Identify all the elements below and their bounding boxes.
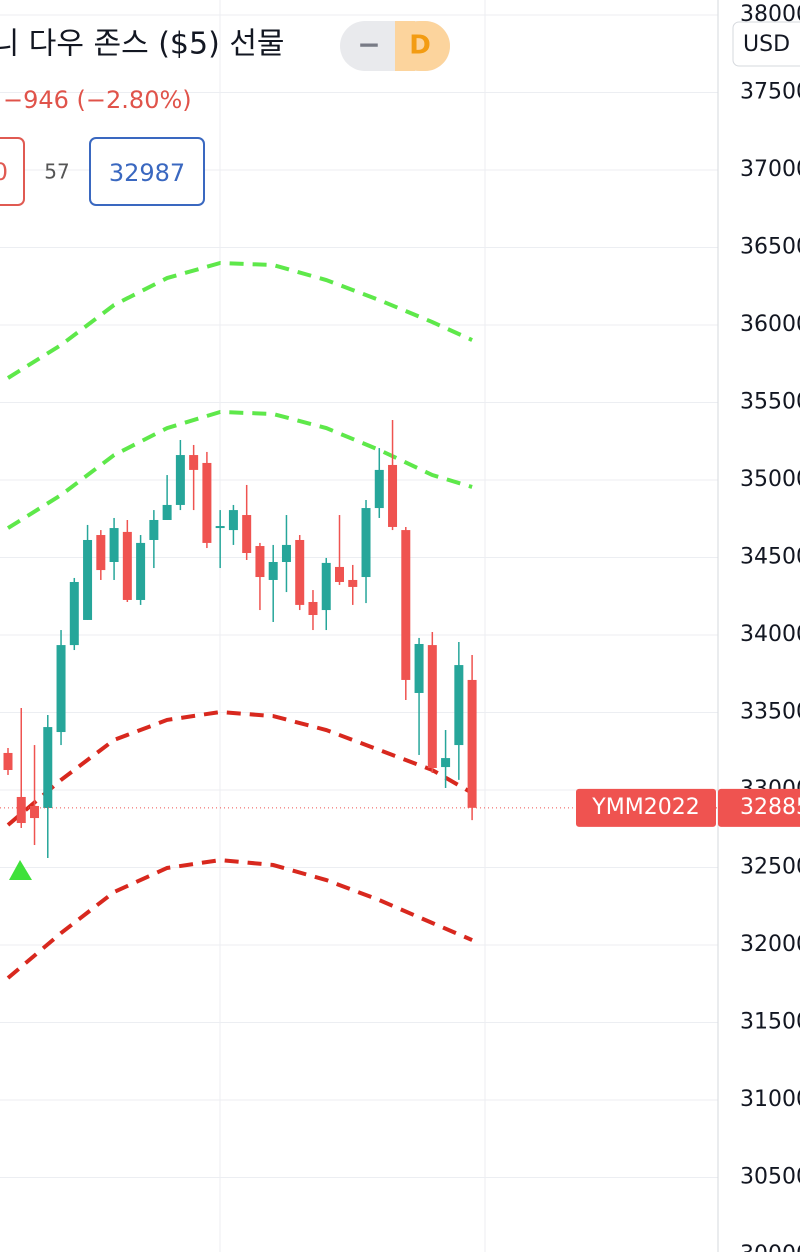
symbol-label: YMM2022 — [591, 795, 699, 820]
band-line — [6, 710, 474, 827]
button-d[interactable]: D — [409, 31, 431, 61]
candle-body — [3, 752, 13, 771]
price-label-bg — [718, 788, 800, 827]
candle-body — [162, 504, 172, 520]
candle-body — [348, 579, 358, 587]
candle-body — [268, 561, 278, 580]
grid — [0, 14, 718, 1178]
candle-body — [96, 535, 106, 571]
symbol-title: 미니 다우 존스 ($5) 선물 — [0, 27, 285, 62]
y-tick-label: 33500 — [740, 700, 800, 725]
spread: 57 — [44, 160, 69, 184]
band-line — [6, 260, 473, 380]
candle-body — [69, 581, 79, 646]
ask[interactable]: 32987 — [109, 159, 185, 187]
bid-box[interactable] — [0, 137, 25, 206]
y-tick-label: 31500 — [740, 1010, 800, 1035]
y-tick-label: 32000 — [740, 932, 800, 957]
candle-body — [56, 645, 66, 733]
symbol-label-bg — [576, 788, 716, 827]
candle-body — [16, 796, 26, 824]
candle-body — [281, 544, 291, 562]
candle-body — [189, 455, 199, 470]
candle-body — [388, 464, 398, 527]
candle-body — [321, 562, 331, 611]
y-tick-label: 35000 — [740, 467, 800, 492]
candle-body — [30, 805, 40, 819]
candle-body — [43, 727, 53, 808]
band-line — [6, 409, 473, 530]
ask-box[interactable] — [89, 137, 205, 206]
y-tick-label: 35500 — [740, 390, 800, 415]
signal-marker — [9, 860, 32, 880]
candle-body — [401, 530, 411, 680]
y-tick-label: 30500 — [740, 1165, 800, 1190]
candle-body — [454, 665, 464, 746]
candle-body — [374, 469, 384, 509]
candle-body — [255, 546, 265, 578]
bid[interactable]: 0 — [0, 158, 8, 186]
candle-body — [335, 566, 344, 582]
candle-body — [228, 510, 238, 531]
button-minus[interactable]: − — [357, 28, 380, 61]
candle-body — [467, 679, 477, 808]
change: −946 (−2.80%) — [3, 86, 192, 114]
band-line — [6, 858, 473, 980]
candle-body — [83, 539, 93, 620]
plot — [0, 260, 718, 980]
y-tick-label: 36500 — [740, 235, 800, 260]
y-tick-label: 31000 — [740, 1087, 800, 1112]
header: 미니 다우 존스 ($5) 선물 −946 (−2.80%) 0 57 3298… — [0, 21, 800, 206]
toggle-active-edge — [395, 21, 415, 71]
y-tick-label: 37500 — [740, 80, 800, 105]
price-label: 32885 — [740, 795, 800, 820]
candle-body — [295, 539, 305, 605]
candle-body — [136, 542, 146, 600]
candle-body — [149, 519, 159, 540]
y-tick-label: 32500 — [740, 855, 800, 880]
candle-body — [175, 455, 185, 505]
currency[interactable]: USD — [743, 32, 790, 57]
candle-body — [109, 528, 119, 562]
y-tick-label: 30000 — [740, 1242, 800, 1252]
currency-box[interactable] — [732, 21, 800, 67]
candle-body — [414, 643, 424, 693]
candle-body — [202, 462, 212, 543]
candle-body — [361, 508, 371, 578]
candle-body — [242, 515, 252, 554]
candle-body — [308, 601, 318, 616]
candle-body — [122, 531, 132, 600]
candle-body — [215, 526, 225, 529]
y-tick-label: 34000 — [740, 622, 800, 647]
price-axis: 3000030500310003150032000325003300033500… — [576, 2, 800, 1252]
candle-body — [441, 758, 451, 768]
y-tick-label: 37000 — [740, 157, 800, 182]
y-tick-label: 36000 — [740, 312, 800, 337]
candle-body — [427, 645, 437, 768]
y-tick-label: 34500 — [740, 545, 800, 570]
